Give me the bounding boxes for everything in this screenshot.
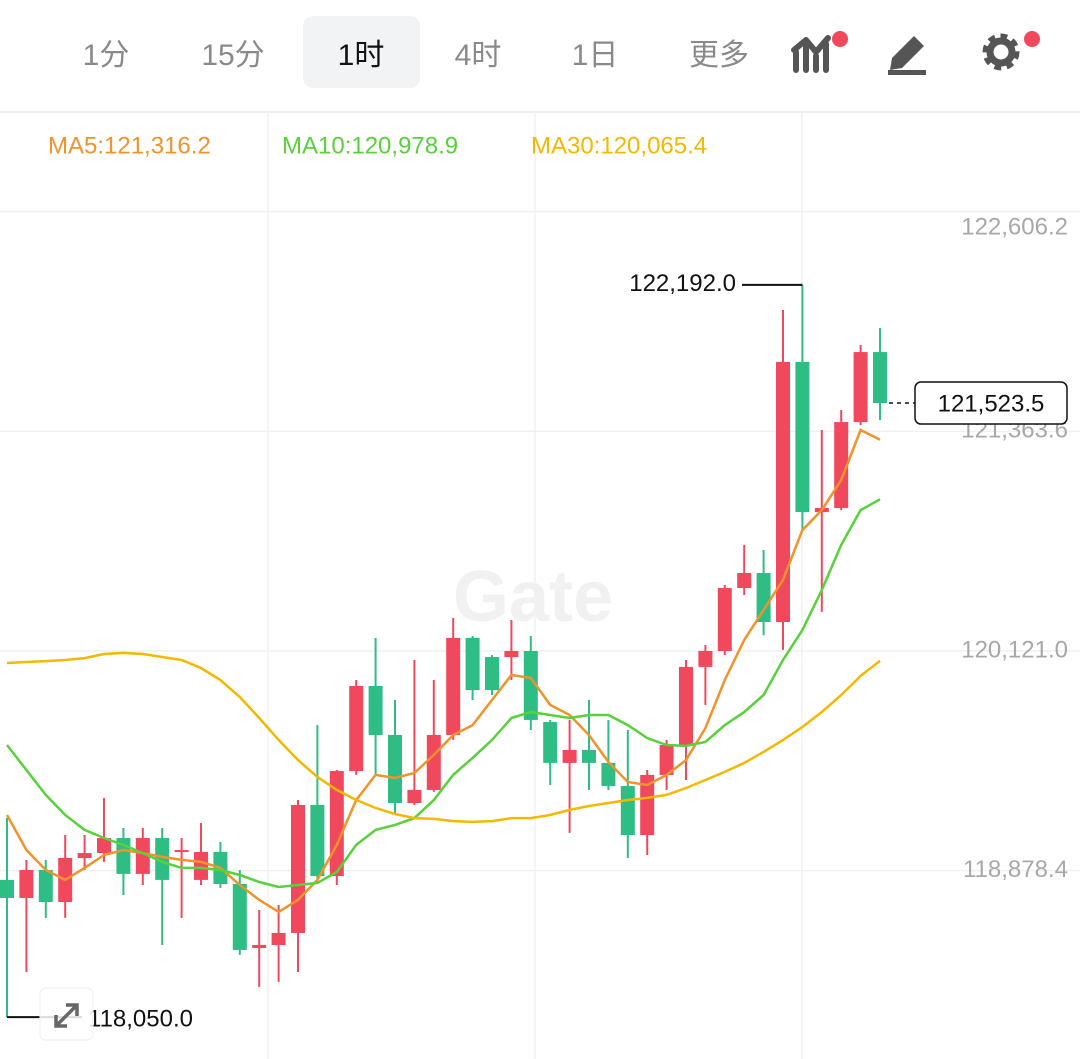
ma-line [6, 498, 881, 889]
candle-body [756, 573, 771, 623]
candle-body [601, 762, 616, 787]
candle-body [271, 932, 286, 945]
candle-body [853, 352, 868, 423]
vertical-grid [267, 112, 803, 1059]
candle-body [38, 870, 53, 903]
candle-body [717, 588, 732, 651]
candle-body [252, 944, 267, 948]
last-price-label: 121,523.5 [938, 390, 1045, 417]
y-tick-label: 122,606.2 [961, 213, 1068, 240]
legend: MA5:121,316.2 MA10:120,978.9 MA30:120,06… [48, 132, 707, 159]
candle-body [426, 734, 441, 790]
tab[interactable]: 1日 [572, 39, 619, 72]
candle-body [155, 838, 170, 880]
candle-body [407, 789, 422, 804]
candle-body [737, 573, 752, 589]
candle-body [77, 853, 92, 859]
tab[interactable]: 更多 [689, 39, 749, 72]
tab[interactable]: 4时 [455, 39, 502, 72]
top-bar: 1分 15分 1时 4时 1日 更多 [0, 16, 1080, 113]
candle-body [388, 734, 402, 804]
tab[interactable]: 1分 [83, 39, 130, 72]
candle-body [0, 879, 14, 898]
candle-body [97, 838, 111, 854]
candle-body [698, 650, 713, 667]
last-price-box [914, 381, 1068, 425]
low-label: 118,050.0 [88, 1005, 193, 1032]
candle-body [368, 685, 383, 735]
ma-line [6, 651, 881, 824]
legend-entry: MA10:120,978.9 [282, 132, 458, 159]
settings-icon[interactable] [982, 31, 1040, 71]
candle-body [232, 883, 247, 950]
high-label: 122,192.0 [629, 270, 736, 297]
legend-entry: MA5:121,316.2 [48, 132, 211, 159]
candle-body [582, 749, 596, 763]
candle-body [446, 637, 461, 735]
candle-body [795, 361, 810, 513]
candle-body [562, 749, 577, 763]
candle-body [485, 657, 499, 691]
active-tab-bg [303, 16, 420, 88]
ma-line [5, 428, 881, 914]
watermark: Gate [453, 557, 613, 637]
indicator-icon[interactable] [791, 31, 848, 73]
candle-body [873, 352, 887, 404]
y-tick-label: 118,878.4 [963, 856, 1068, 883]
candle-body [776, 361, 790, 623]
candle-body [504, 650, 519, 658]
candle-body [659, 745, 674, 775]
candle-body [349, 685, 364, 772]
candle-body [640, 774, 655, 836]
tab[interactable]: 15分 [201, 39, 264, 72]
candle-body [194, 851, 208, 880]
y-tick-label: 120,121.0 [961, 636, 1068, 663]
candle-body [135, 838, 150, 874]
tab[interactable]: 1时 [338, 39, 385, 72]
candle-body [291, 804, 305, 933]
candle-body [523, 650, 538, 720]
plot-area [0, 284, 887, 1018]
expand-button[interactable] [39, 987, 94, 1041]
candle-body [465, 637, 480, 691]
candle-body [310, 804, 325, 877]
candle-body [679, 666, 693, 746]
candle-body [174, 850, 189, 853]
candle-body [543, 722, 558, 763]
draw-icon[interactable] [888, 36, 926, 75]
legend-entry: MA30:120,065.4 [531, 132, 707, 159]
candle-body [19, 870, 34, 898]
candle-body [620, 786, 635, 836]
